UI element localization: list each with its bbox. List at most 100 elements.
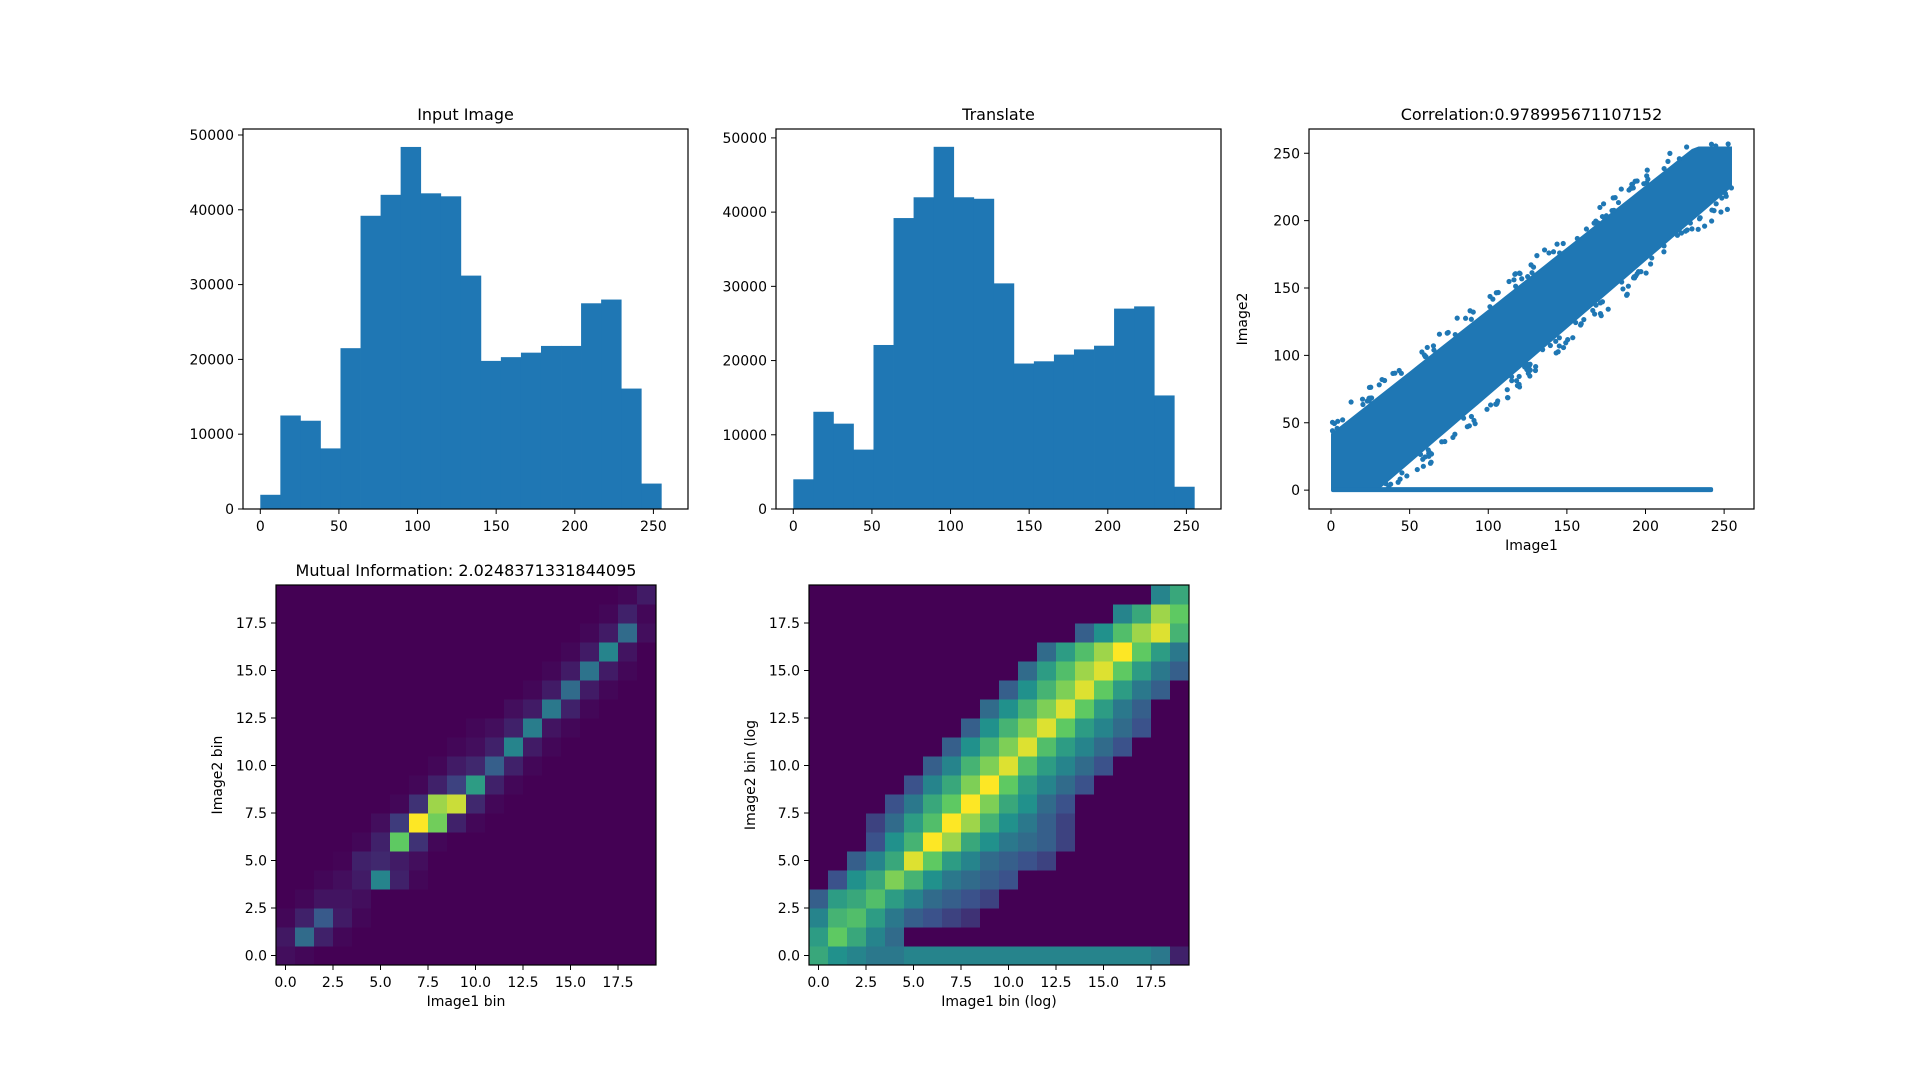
heatmap-cell xyxy=(1075,927,1095,947)
scatter-point xyxy=(1335,418,1341,424)
heatmap-cell xyxy=(561,680,581,700)
heatmap-cell xyxy=(828,870,848,890)
x-axis-label: Image1 bin (log) xyxy=(941,994,1057,1010)
heatmap-cell xyxy=(637,908,657,928)
heatmap-cell xyxy=(847,813,867,833)
scatter-point xyxy=(1620,286,1626,292)
histogram-bar xyxy=(581,303,602,509)
y-tick-label: 50000 xyxy=(189,128,234,144)
scatter-point xyxy=(1468,413,1475,420)
heatmap-cell xyxy=(885,889,905,909)
heatmap-cell xyxy=(371,737,391,757)
heatmap-cell xyxy=(904,585,924,605)
heatmap-cell xyxy=(1037,623,1057,643)
heatmap-cell xyxy=(447,585,467,605)
scatter-point xyxy=(1573,319,1579,326)
heatmap-cell xyxy=(561,927,581,947)
heatmap-cell xyxy=(980,927,1000,947)
heatmap-cell xyxy=(1037,642,1057,662)
x-tick-label: 15.0 xyxy=(1088,975,1119,991)
heatmap-cell xyxy=(542,642,562,662)
heatmap-cell xyxy=(447,680,467,700)
heatmap-cell xyxy=(428,737,448,757)
heatmap-cell xyxy=(561,832,581,852)
heatmap-cell xyxy=(828,661,848,681)
heatmap-cell xyxy=(942,585,962,605)
heatmap-cell xyxy=(1075,889,1095,909)
heatmap-cell xyxy=(1151,889,1171,909)
heatmap-cell xyxy=(1094,604,1114,624)
heatmap-cell xyxy=(999,756,1019,776)
heatmap-cell xyxy=(980,661,1000,681)
heatmap-cell xyxy=(390,604,410,624)
heatmap-cell xyxy=(542,585,562,605)
heatmap-cell xyxy=(999,680,1019,700)
scatter-point xyxy=(1667,150,1673,157)
heatmap-cell xyxy=(885,699,905,719)
heatmap-cell xyxy=(1113,642,1133,662)
heatmap-cell xyxy=(561,642,581,662)
heatmap-cell xyxy=(1170,623,1190,643)
heatmap-cell xyxy=(542,623,562,643)
heatmap-cell xyxy=(1037,585,1057,605)
heatmap-cell xyxy=(866,946,886,966)
chart-panel-2: 0 50 100 150 200 250 0 10000 20000 30000 40000 5000… xyxy=(722,105,1222,535)
heatmap-cell xyxy=(904,889,924,909)
heatmap-cell xyxy=(352,642,372,662)
heatmap-cell xyxy=(352,756,372,776)
heatmap-cell xyxy=(809,832,829,852)
x-tick-label: 12.5 xyxy=(507,975,538,991)
y-tick-label: 200 xyxy=(1273,214,1300,230)
y-tick-label: 17.5 xyxy=(769,616,800,632)
heatmap-cell xyxy=(428,623,448,643)
heatmap-cell xyxy=(295,908,315,928)
heatmap-cell xyxy=(371,699,391,719)
scatter-point xyxy=(1511,277,1517,283)
heatmap-cell xyxy=(1132,623,1152,643)
heatmap-cell xyxy=(561,699,581,719)
heatmap-cell xyxy=(1056,623,1076,643)
heatmap-cell xyxy=(637,851,657,871)
scatter-point xyxy=(1444,330,1450,336)
heatmap-cell xyxy=(999,699,1019,719)
heatmap-cell xyxy=(866,642,886,662)
heatmap-cell xyxy=(276,832,296,852)
y-tick-label: 30000 xyxy=(722,279,767,295)
heatmap-cell xyxy=(1151,832,1171,852)
heatmap-cell xyxy=(1018,585,1038,605)
heatmap-cell xyxy=(847,851,867,871)
heatmap-cell xyxy=(885,946,905,966)
histogram-bar xyxy=(360,215,381,509)
heatmap-cell xyxy=(276,718,296,738)
heatmap-cell xyxy=(847,585,867,605)
heatmap-cell xyxy=(809,775,829,795)
heatmap-cell xyxy=(1151,851,1171,871)
y-tick-label: 0 xyxy=(225,502,234,518)
x-tick-label: 150 xyxy=(483,519,510,535)
heatmap-cell xyxy=(1113,623,1133,643)
heatmap-cell xyxy=(904,756,924,776)
heatmap-cell xyxy=(504,946,524,966)
heatmap-cell xyxy=(1170,851,1190,871)
heatmap-cell xyxy=(1132,737,1152,757)
heatmap-cell xyxy=(542,908,562,928)
heatmap-cell xyxy=(390,737,410,757)
heatmap-cell xyxy=(942,699,962,719)
heatmap-cell xyxy=(1075,680,1095,700)
heatmap-cell xyxy=(409,908,429,928)
scatter-point xyxy=(1348,399,1354,405)
heatmap-cell xyxy=(999,889,1019,909)
heatmap-cell xyxy=(485,585,505,605)
heatmap-cell xyxy=(561,851,581,871)
heatmap-cell xyxy=(314,832,334,852)
heatmap-cell xyxy=(961,832,981,852)
heatmap-cell xyxy=(1170,585,1190,605)
heatmap-cell xyxy=(1056,604,1076,624)
heatmap-cell xyxy=(295,946,315,966)
scatter-point xyxy=(1513,283,1519,289)
heatmap-cell xyxy=(980,775,1000,795)
heatmap-cell xyxy=(295,718,315,738)
heatmap-cell xyxy=(1094,870,1114,890)
heatmap-cell xyxy=(409,813,429,833)
heatmap-cell xyxy=(1170,870,1190,890)
